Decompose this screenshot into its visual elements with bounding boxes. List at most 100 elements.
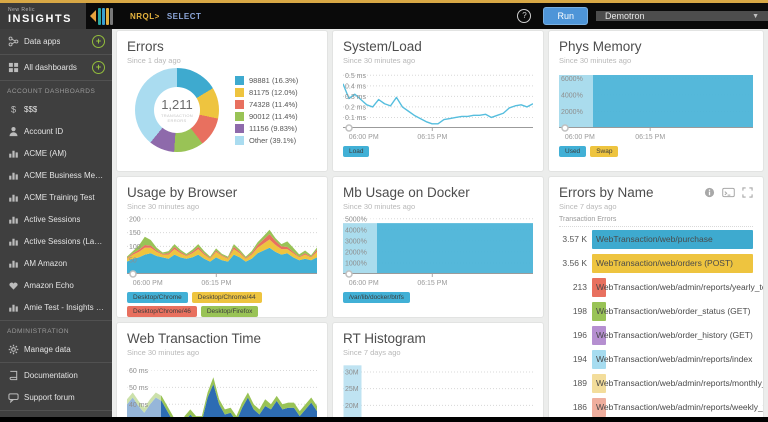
pie-legend-item[interactable]: Other (39.1%) bbox=[235, 135, 298, 145]
pie-legend-item[interactable]: 11156 (9.83%) bbox=[235, 123, 298, 133]
nrql-query-bar[interactable]: NRQL> SELECT bbox=[130, 3, 201, 29]
row-bar-area: WebTransaction/web/order_history (GET) bbox=[592, 325, 753, 345]
sidebar-divider bbox=[0, 54, 112, 56]
sidebar-item-am-amazon[interactable]: AM Amazon bbox=[0, 252, 112, 274]
sidebar-item-documentation[interactable]: Documentation bbox=[0, 364, 112, 386]
row-bar-area: WebTransaction/web/purchase bbox=[592, 229, 753, 249]
console-icon[interactable] bbox=[722, 187, 735, 198]
svg-text:3000%: 3000% bbox=[345, 238, 367, 245]
brand-small: New Relic bbox=[8, 7, 36, 13]
svg-text:06:00 PM: 06:00 PM bbox=[565, 134, 595, 141]
sidebar-item-data-apps[interactable]: Data apps + bbox=[0, 30, 112, 52]
sidebar-item-all-dashboards[interactable]: All dashboards + bbox=[0, 56, 112, 78]
sidebar-item-account-id[interactable]: Account ID bbox=[0, 120, 112, 142]
table-row[interactable]: 186 WebTransaction/web/admin/reports/week… bbox=[559, 395, 763, 417]
book-icon bbox=[7, 370, 20, 381]
sidebar-item-active-sessions[interactable]: Active Sessions bbox=[0, 208, 112, 230]
sidebar-item-active-sessions-last-15-mi[interactable]: Active Sessions (Last 15 Mi... bbox=[0, 230, 112, 252]
row-bar bbox=[592, 349, 606, 369]
brand-logo[interactable]: New Relic INSIGHTS bbox=[0, 3, 86, 29]
row-label: WebTransaction/web/orders (POST) bbox=[596, 257, 733, 268]
mb-usage-docker-chart: 5000% 4000% 3000% 2000% 1000% 06:00 PM 06:15 P… bbox=[343, 216, 533, 288]
legend-swatch bbox=[235, 123, 244, 133]
system-load-chart: 0.5 ms 0.4 ms 0.3 ms 0.2 ms 0.1 ms 06:00 PM 06… bbox=[343, 70, 533, 142]
sidebar-item-label: Manage data bbox=[24, 344, 71, 354]
pie-legend-item[interactable]: 98881 (16.3%) bbox=[235, 75, 298, 85]
top-bar: New Relic INSIGHTS NRQL> SELECT ? Run De… bbox=[0, 0, 768, 29]
panel-title: Web Transaction Time bbox=[127, 331, 262, 346]
panel-title: Errors by Name bbox=[559, 185, 654, 200]
legend-badge[interactable]: Desktop/Chrome bbox=[127, 292, 188, 303]
add-icon[interactable]: + bbox=[92, 34, 105, 48]
panel-subtitle: Since 30 minutes ago bbox=[127, 202, 200, 211]
sidebar-item-support-forum[interactable]: Support forum bbox=[0, 386, 112, 408]
table-row[interactable]: 3.57 K WebTransaction/web/purchase bbox=[559, 227, 753, 251]
pie-legend-item[interactable]: 74328 (11.4%) bbox=[235, 99, 298, 109]
legend-swatch bbox=[235, 111, 244, 121]
donut-chart[interactable]: 1,211 TRANSACTION ERRORS bbox=[135, 68, 219, 152]
sidebar-divider bbox=[0, 320, 112, 322]
add-icon[interactable]: + bbox=[92, 60, 105, 74]
table-row[interactable]: 194 WebTransaction/web/admin/reports/inde… bbox=[559, 347, 753, 371]
row-value: 198 bbox=[572, 306, 587, 316]
row-bar bbox=[592, 325, 606, 345]
table-row[interactable]: 198 WebTransaction/web/order_status (GET) bbox=[559, 299, 753, 323]
info-icon[interactable] bbox=[704, 187, 715, 198]
svg-text:0.1 ms: 0.1 ms bbox=[345, 115, 367, 122]
legend-swatch bbox=[235, 87, 244, 97]
panel-rt-histogram: RT Histogram Since 7 days ago 30M25M20M1… bbox=[332, 322, 544, 417]
row-bar bbox=[592, 397, 606, 417]
row-bar bbox=[592, 277, 606, 297]
sidebar-item-[interactable]: $ $$$ bbox=[0, 98, 112, 120]
help-icon[interactable]: ? bbox=[517, 9, 532, 23]
account-dropdown[interactable]: Demotron ▼ bbox=[596, 11, 768, 21]
svg-text:4000%: 4000% bbox=[561, 92, 583, 99]
panel-usage-by-browser: Usage by Browser Since 30 minutes ago 20… bbox=[116, 176, 328, 318]
panel-subtitle: Since 30 minutes ago bbox=[559, 56, 632, 65]
legend-badge[interactable]: Desktop/Chrome/46 bbox=[127, 306, 197, 317]
table-row[interactable]: 196 WebTransaction/web/order_history (GET… bbox=[559, 323, 753, 347]
dashboards-icon bbox=[7, 62, 20, 73]
sidebar-item-label: Amazon Echo bbox=[24, 280, 74, 290]
svg-text:06:00 PM: 06:00 PM bbox=[349, 280, 379, 287]
sidebar-item-manage-data[interactable]: Manage data bbox=[0, 338, 112, 360]
run-button[interactable]: Run bbox=[543, 7, 588, 25]
brand-name: INSIGHTS bbox=[8, 13, 72, 25]
legend-badge[interactable]: /var/lib/docker/btrfs bbox=[343, 292, 410, 303]
sidebar-item-acme-training-test[interactable]: ACME Training Test bbox=[0, 186, 112, 208]
chart-icon bbox=[7, 148, 20, 159]
sidebar-item-amie-test-insights-2-0[interactable]: Amie Test - Insights 2.0 bbox=[0, 296, 112, 318]
legend-label: 90012 (11.4%) bbox=[249, 111, 298, 121]
sidebar-section-header: ADMINISTRATION bbox=[7, 328, 70, 335]
panel-subtitle: Since 7 days ago bbox=[559, 202, 617, 211]
row-bar-area: WebTransaction/web/admin/reports/monthly… bbox=[592, 373, 763, 393]
svg-text:06:15 PM: 06:15 PM bbox=[417, 280, 447, 287]
chart-icon bbox=[7, 192, 20, 203]
table-row[interactable]: 213 WebTransaction/web/admin/reports/year… bbox=[559, 275, 763, 299]
legend-badge[interactable]: Desktop/Chrome/44 bbox=[191, 292, 262, 303]
legend-badge[interactable]: Swap bbox=[590, 146, 619, 157]
row-bar bbox=[592, 301, 606, 321]
legend-badge[interactable]: Load bbox=[343, 146, 370, 157]
sidebar-divider bbox=[0, 362, 112, 364]
svg-text:150: 150 bbox=[129, 230, 141, 237]
pie-legend-item[interactable]: 81175 (12.0%) bbox=[235, 87, 298, 97]
sidebar-item-label: Data apps bbox=[24, 36, 61, 46]
expand-icon[interactable] bbox=[742, 187, 753, 198]
chart-icon bbox=[7, 214, 20, 225]
legend-badge[interactable]: Desktop/Firefox bbox=[200, 306, 259, 317]
row-value: 3.57 K bbox=[562, 234, 587, 244]
pie-legend-item[interactable]: 90012 (11.4%) bbox=[235, 111, 298, 121]
svg-text:1000%: 1000% bbox=[345, 260, 367, 267]
chat-icon bbox=[7, 392, 20, 403]
legend-badge[interactable]: Used bbox=[559, 146, 587, 157]
table-row[interactable]: 189 WebTransaction/web/admin/reports/mont… bbox=[559, 371, 763, 395]
sidebar-item-acme-business-metrics[interactable]: ACME Business Metrics bbox=[0, 164, 112, 186]
panel-web-transaction-time: Web Transaction Time Since 30 minutes ag… bbox=[116, 322, 328, 417]
table-row[interactable]: 3.56 K WebTransaction/web/orders (POST) bbox=[559, 251, 753, 275]
chart-legend: Used Swap bbox=[559, 146, 753, 157]
sidebar-item-label: ACME Training Test bbox=[24, 192, 95, 202]
svg-text:0.5 ms: 0.5 ms bbox=[345, 73, 367, 80]
sidebar-item-amazon-echo[interactable]: Amazon Echo bbox=[0, 274, 112, 296]
sidebar-item-acme-am[interactable]: ACME (AM) bbox=[0, 142, 112, 164]
